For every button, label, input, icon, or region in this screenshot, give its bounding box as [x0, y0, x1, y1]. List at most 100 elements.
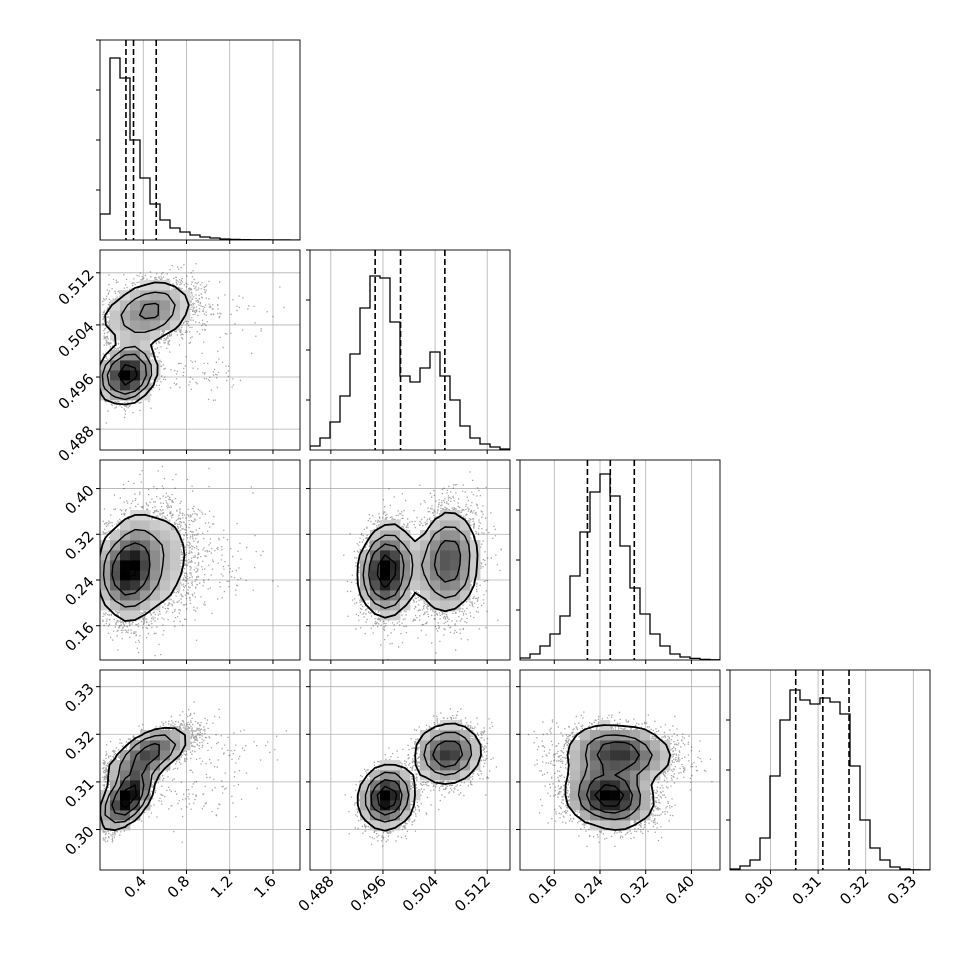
density-cell: [360, 550, 371, 561]
scatter-panel-2-1: [306, 459, 511, 661]
density-cell: [120, 570, 131, 581]
density-cell: [390, 800, 401, 811]
contour-line-0: [356, 511, 479, 619]
density-cell: [430, 530, 441, 541]
density-cell: [610, 740, 621, 751]
density-cell: [400, 780, 411, 791]
density-cell: [130, 610, 141, 621]
density-cell: [160, 280, 171, 291]
density-cell: [380, 820, 391, 831]
density-cell: [180, 300, 191, 311]
density-cell: [570, 770, 581, 781]
density-cell: [440, 560, 451, 571]
density-cell: [120, 560, 131, 571]
contour-line-1: [102, 528, 165, 608]
density-cell: [110, 310, 121, 321]
density-cell: [120, 820, 131, 831]
density-cell: [470, 560, 481, 571]
density-cell: [600, 740, 611, 751]
contour-line-0: [564, 724, 672, 831]
density-cell: [420, 580, 431, 591]
density-cell: [590, 780, 601, 791]
y-tick-label: 0.24: [61, 573, 97, 609]
density-cell: [360, 570, 371, 581]
density-cell: [450, 530, 461, 541]
x-tick-label: 0.16: [525, 872, 561, 908]
density-cell: [370, 570, 381, 581]
scatter-panel-1-0: [96, 249, 301, 451]
density-cell: [130, 800, 141, 811]
density-cell: [370, 530, 381, 541]
density-cell: [470, 570, 481, 581]
density-cell: [120, 310, 131, 321]
y-axis-2: 0.16 0.24 0.32 0.40: [61, 482, 97, 655]
density-cell: [360, 560, 371, 571]
density-cell: [100, 560, 111, 571]
density-cell: [580, 730, 591, 741]
density-cell: [130, 760, 141, 771]
density-cell: [130, 370, 141, 381]
density-cell: [580, 790, 591, 801]
density-cell: [380, 540, 391, 551]
density-cell: [440, 720, 451, 731]
density-cell: [370, 820, 381, 831]
density-cell: [100, 570, 111, 581]
density-cell: [440, 550, 451, 561]
density-cell: [650, 740, 661, 751]
density-cell: [640, 730, 651, 741]
density-cell: [430, 540, 441, 551]
density-cell: [590, 750, 601, 761]
density-cell: [120, 580, 131, 591]
contour-line-3: [376, 554, 397, 588]
density-cell: [640, 780, 651, 791]
contour-line-0: [100, 513, 186, 622]
density-cell: [100, 370, 111, 381]
density-cell: [410, 570, 421, 581]
density-cell: [110, 770, 121, 781]
density-cell: [370, 780, 381, 791]
density-cell: [430, 550, 441, 561]
density-cell: [650, 760, 661, 771]
contour-line-0: [356, 722, 482, 832]
density-cell: [110, 800, 121, 811]
density-cell: [150, 600, 161, 611]
density-cell: [110, 810, 121, 821]
density-cell: [450, 750, 461, 761]
density-cell: [440, 530, 451, 541]
axes-frame: [309, 669, 511, 871]
density-cell: [630, 780, 641, 791]
density-cell: [460, 590, 471, 601]
density-cell: [360, 780, 371, 791]
density-cell: [140, 600, 151, 611]
density-cell: [160, 560, 171, 571]
density-cell: [160, 550, 171, 561]
density-cell: [440, 730, 451, 741]
density-cell: [100, 380, 111, 391]
density-cell: [130, 770, 141, 781]
density-cell: [140, 560, 151, 571]
density-cell: [110, 540, 121, 551]
density-cell: [120, 340, 131, 351]
density-cell: [110, 590, 121, 601]
x-axis-3: 0.30 0.31 0.32 0.33: [741, 870, 920, 908]
y-tick-label: 0.32: [61, 527, 97, 563]
density-cell: [120, 370, 131, 381]
density-cell: [140, 780, 151, 791]
contour-line-1: [104, 734, 177, 824]
y-tick-label: 0.488: [55, 422, 98, 465]
density-cell: [130, 550, 141, 561]
density-cell: [140, 760, 151, 771]
density-cell: [130, 790, 141, 801]
density-cell: [420, 540, 431, 551]
density-cell: [630, 810, 641, 821]
density-cell: [110, 550, 121, 561]
density-cell: [360, 590, 371, 601]
x-tick-label: 0.32: [836, 872, 872, 908]
density-cell: [430, 770, 441, 781]
density-cell: [120, 520, 131, 531]
x-tick-label: 0.32: [616, 872, 652, 908]
x-tick-label: 0.40: [662, 872, 698, 908]
density-cell: [600, 760, 611, 771]
density-cell: [130, 330, 141, 341]
density-cell: [660, 760, 671, 771]
